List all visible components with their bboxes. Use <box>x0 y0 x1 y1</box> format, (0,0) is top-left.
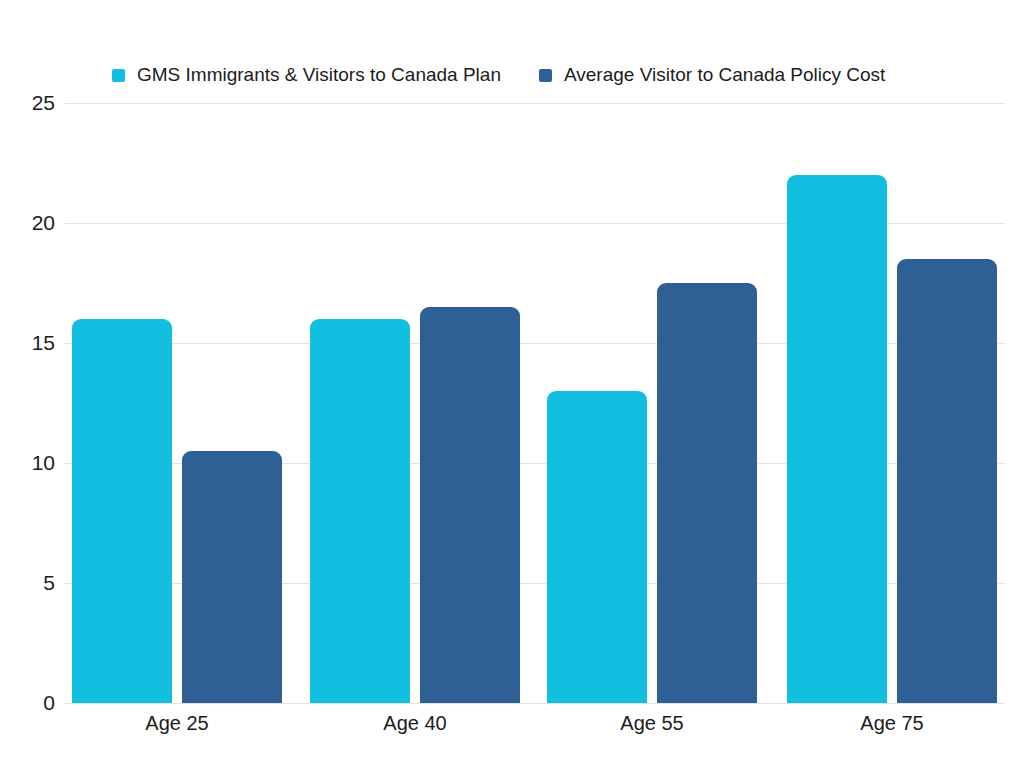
y-tick-label-10: 10 <box>0 451 55 475</box>
legend-label-gms-plan: GMS Immigrants & Visitors to Canada Plan <box>137 62 501 88</box>
bar-gms-age-75 <box>787 175 887 703</box>
legend-item-gms-plan: GMS Immigrants & Visitors to Canada Plan <box>112 62 501 88</box>
y-tick-label-5: 5 <box>0 571 55 595</box>
legend-swatch-average-icon <box>539 69 552 82</box>
chart-legend: GMS Immigrants & Visitors to Canada Plan… <box>112 62 885 88</box>
y-tick-label-20: 20 <box>0 211 55 235</box>
x-axis-label-age-75: Age 75 <box>787 708 997 738</box>
legend-item-average-policy: Average Visitor to Canada Policy Cost <box>539 62 885 88</box>
bar-average-age-40 <box>420 307 520 703</box>
legend-label-average-policy: Average Visitor to Canada Policy Cost <box>564 62 885 88</box>
y-tick-label-0: 0 <box>0 691 55 715</box>
x-axis-label-age-25: Age 25 <box>72 708 282 738</box>
bar-chart: GMS Immigrants & Visitors to Canada Plan… <box>0 0 1024 768</box>
bar-average-age-75 <box>897 259 997 703</box>
x-axis-label-age-55: Age 55 <box>547 708 757 738</box>
bar-average-age-55 <box>657 283 757 703</box>
legend-swatch-gms-icon <box>112 69 125 82</box>
bar-gms-age-25 <box>72 319 172 703</box>
y-tick-label-25: 25 <box>0 91 55 115</box>
plot-area <box>65 103 1005 703</box>
bar-gms-age-55 <box>547 391 647 703</box>
y-tick-label-15: 15 <box>0 331 55 355</box>
bar-average-age-25 <box>182 451 282 703</box>
gridline-y-0 <box>65 703 1005 704</box>
bar-gms-age-40 <box>310 319 410 703</box>
x-axis-label-age-40: Age 40 <box>310 708 520 738</box>
gridline-y-25 <box>65 103 1005 104</box>
